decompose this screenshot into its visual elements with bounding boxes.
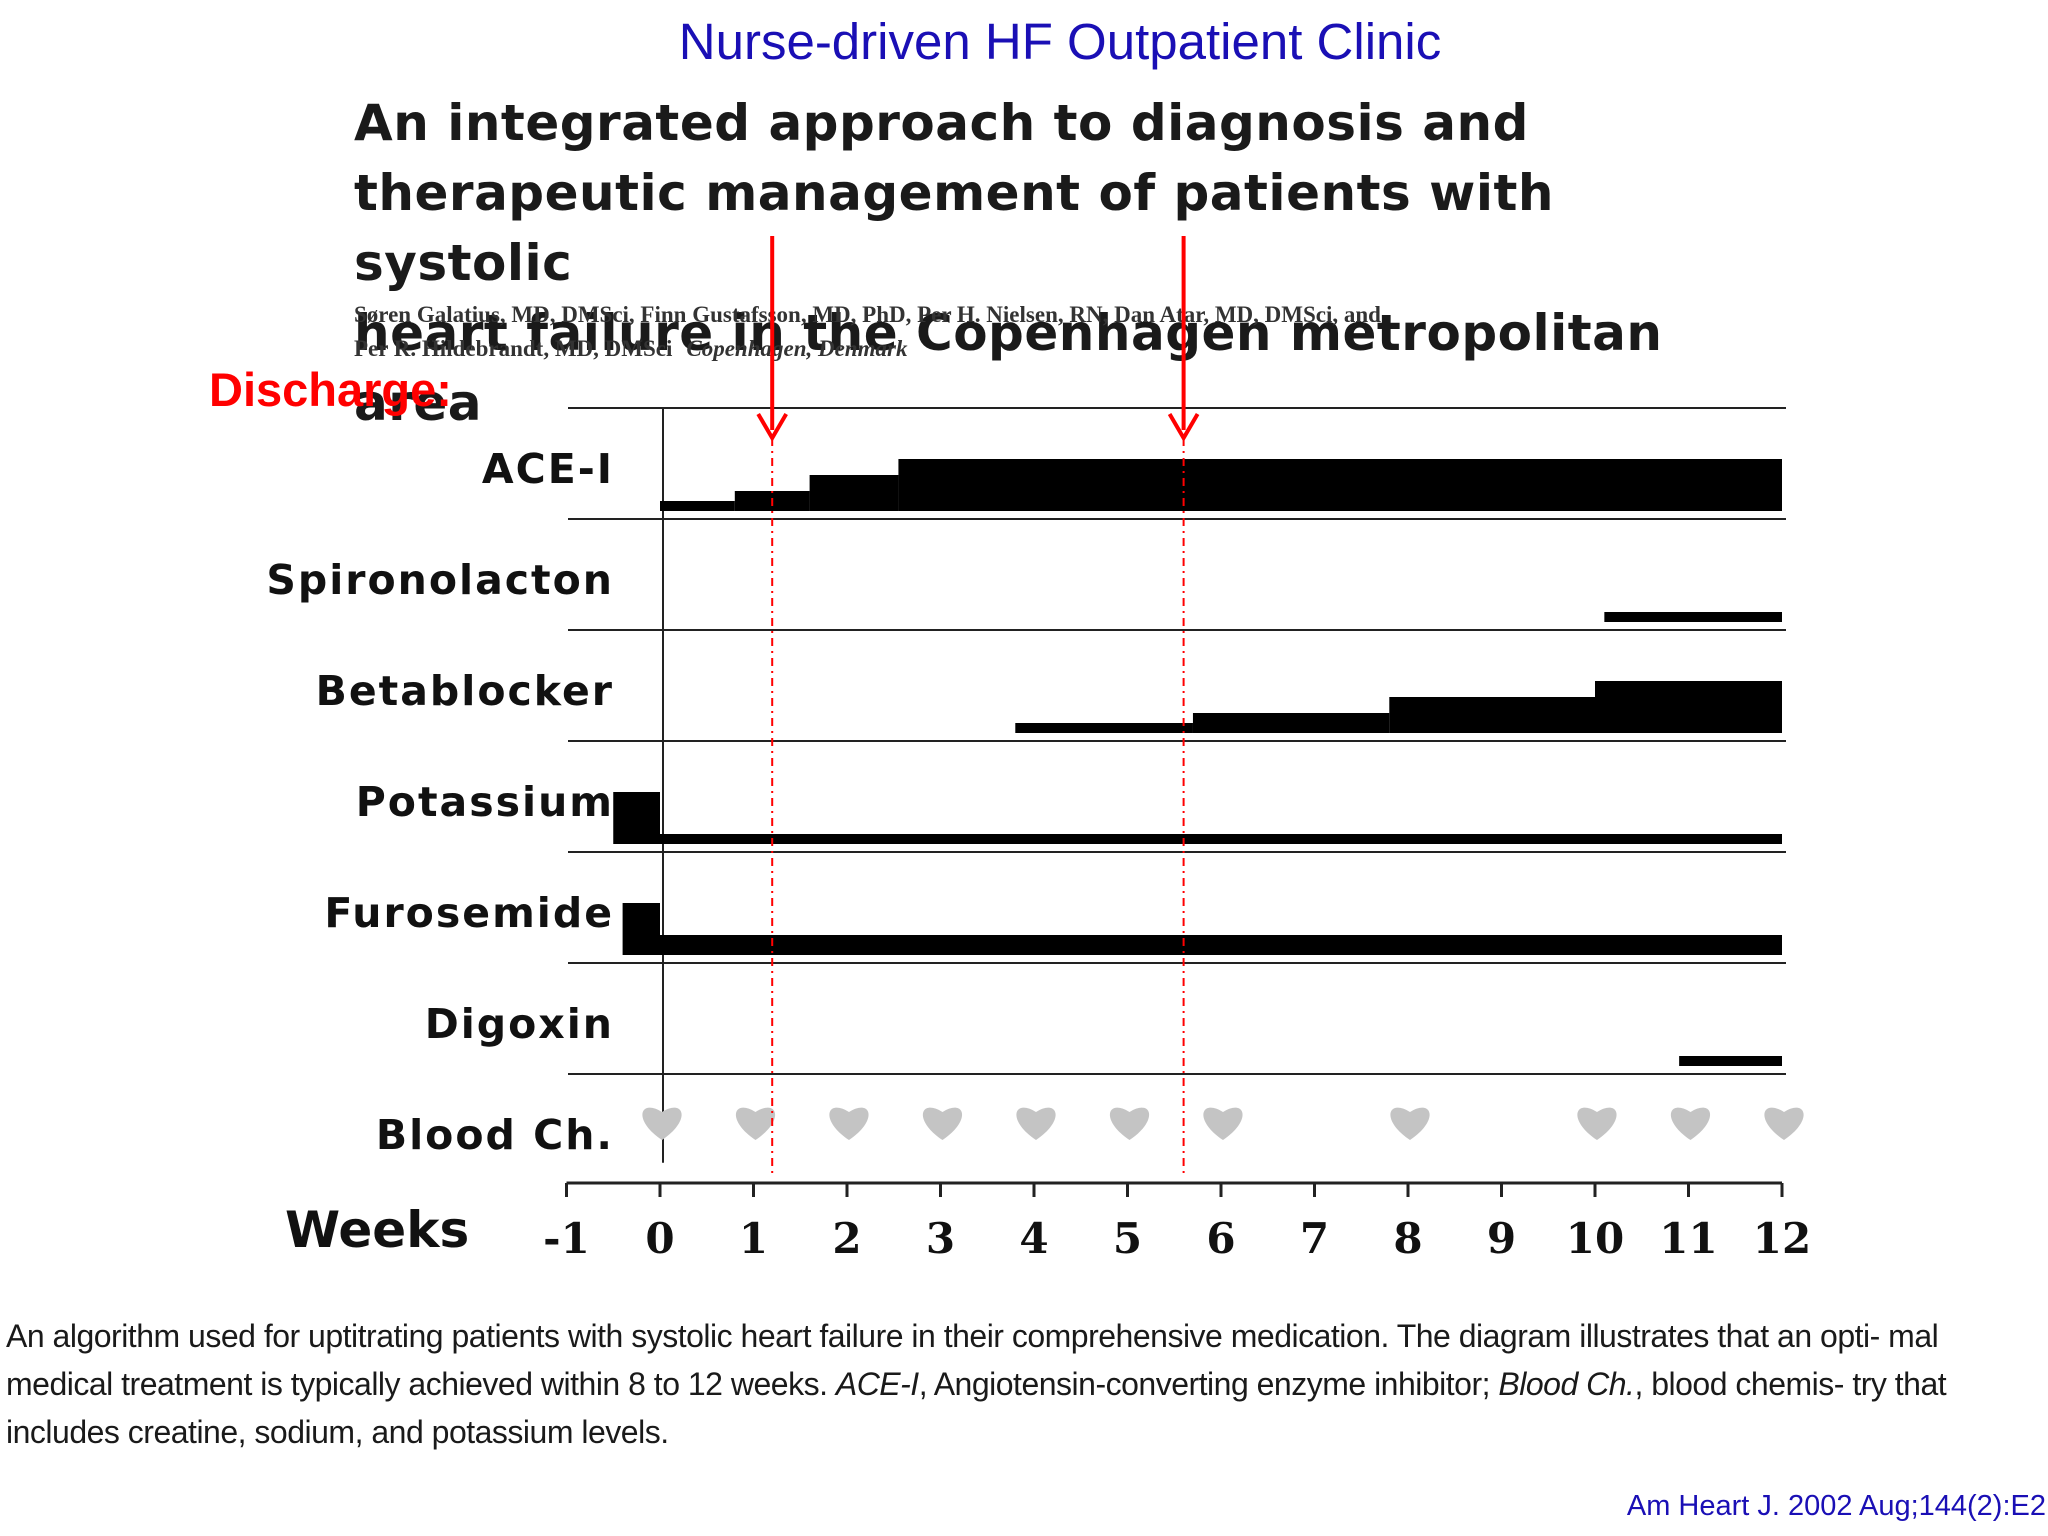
x-tick-label: 7	[1300, 1214, 1329, 1263]
x-tick-label: 8	[1393, 1214, 1422, 1263]
treatment-timeline-chart: ACE-I Spironolacton Betablocker Potassium Fu…	[266, 236, 1811, 1263]
blood-chemistry-heart	[1016, 1107, 1056, 1140]
x-axis-label: Weeks	[285, 1201, 469, 1259]
blood-chemistry-heart	[922, 1107, 963, 1140]
row-label: Furosemide	[324, 889, 614, 937]
dose-bar	[1679, 1056, 1782, 1066]
blood-chemistry-heart	[829, 1107, 869, 1140]
x-tick-label: 2	[832, 1214, 861, 1263]
dose-bar	[660, 501, 735, 511]
x-tick-label: 9	[1487, 1214, 1516, 1263]
blood-chemistry-heart	[735, 1107, 776, 1140]
dose-bar	[660, 935, 1782, 955]
row-label: Digoxin	[425, 1000, 614, 1048]
x-tick-label: 10	[1566, 1214, 1624, 1263]
x-tick-label: 11	[1659, 1214, 1717, 1263]
caption-abbrev: ACE-I	[835, 1366, 919, 1402]
blood-chemistry-heart	[1577, 1107, 1617, 1140]
row-label: Potassium	[356, 778, 614, 826]
dose-bar	[1604, 612, 1782, 622]
dose-bar	[622, 903, 660, 955]
authors-line-2: Per R. Hildebrandt, MD, DMSci Copenhagen,…	[354, 332, 1654, 366]
slide-title: Nurse-driven HF Outpatient Clinic	[678, 13, 1442, 70]
dose-bar	[613, 792, 660, 844]
paper-title-line: An integrated approach to diagnosis and	[354, 94, 1529, 152]
authors-line: Per R. Hildebrandt, MD, DMSci	[354, 336, 673, 361]
row-label: ACE-I	[482, 445, 614, 493]
blood-chemistry-heart	[1764, 1107, 1804, 1140]
dose-bar	[660, 834, 1782, 844]
dose-bar	[1192, 713, 1390, 733]
paper-title: An integrated approach to diagnosis and …	[354, 88, 1754, 438]
paper-title-line: heart failure in the Copenhagen metropol…	[354, 304, 1663, 432]
x-tick-label: 4	[1019, 1214, 1048, 1263]
row-label: Blood Ch.	[376, 1111, 614, 1159]
x-tick-label: 3	[926, 1214, 955, 1263]
figure-caption: An algorithm used for uptitrating patien…	[6, 1312, 2036, 1456]
caption-abbrev: Blood Ch.	[1498, 1366, 1635, 1402]
blood-chemistry-heart	[1390, 1107, 1430, 1140]
row-label: Betablocker	[316, 667, 614, 715]
blood-chemistry-heart	[1109, 1107, 1150, 1140]
citation: Am Heart J. 2002 Aug;144(2):E2	[1626, 1490, 2046, 1522]
x-tick-label: 12	[1753, 1214, 1811, 1263]
paper-authors: Søren Galatius, MD, DMSci, Finn Gustafss…	[354, 298, 1654, 366]
caption-text: , blood chemis- try that includes creati…	[6, 1366, 1947, 1450]
dose-bar	[1595, 681, 1782, 733]
x-tick-label: 1	[739, 1214, 768, 1263]
paper-title-line: therapeutic management of patients with …	[354, 164, 1554, 292]
authors-line: Søren Galatius, MD, DMSci, Finn Gustafss…	[354, 302, 1381, 327]
dose-bar	[1389, 697, 1595, 733]
discharge-label: Discharge:	[209, 363, 452, 416]
dose-bar	[1015, 723, 1193, 733]
authors-location: Copenhagen, Denmark	[686, 336, 908, 361]
x-tick-label: 0	[645, 1214, 674, 1263]
caption-text: , Angiotensin-converting enzyme inhibito…	[918, 1366, 1499, 1402]
dose-bar	[898, 459, 1782, 511]
dose-bar	[809, 475, 899, 511]
row-label: Spironolacton	[266, 556, 614, 604]
blood-chemistry-heart	[642, 1107, 682, 1140]
caption-text: An algorithm used for uptitrating patien…	[6, 1318, 1939, 1402]
x-tick-label: 5	[1113, 1214, 1142, 1263]
blood-chemistry-heart	[1670, 1107, 1711, 1140]
x-tick-label: 6	[1206, 1214, 1235, 1263]
blood-chemistry-heart	[1203, 1107, 1243, 1140]
x-tick-label: -1	[543, 1214, 590, 1263]
